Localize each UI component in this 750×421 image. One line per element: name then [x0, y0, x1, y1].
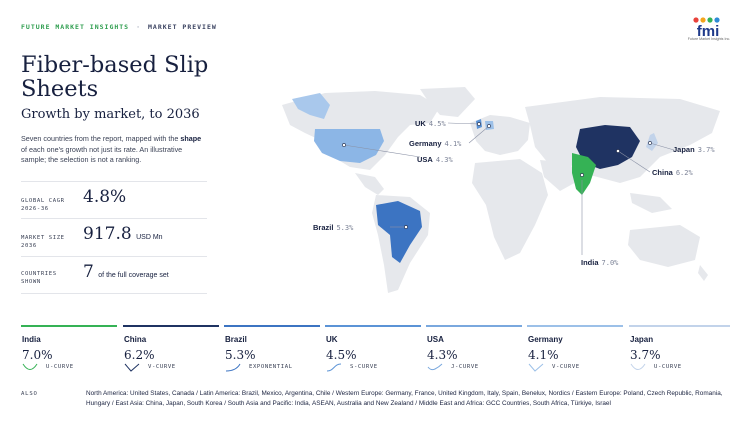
country-value: 7.0%: [22, 348, 53, 362]
description: Seven countries from the report, mapped …: [21, 134, 207, 166]
map-canada-alaska: [292, 93, 330, 119]
country-value: 5.3%: [225, 348, 256, 362]
also-regions: North America: United States, Canada / L…: [86, 390, 723, 407]
country-card-china: China 6.2% V-CURVE: [123, 325, 219, 377]
country-value: 6.2%: [124, 348, 155, 362]
stat-unit: USD Mn: [136, 234, 163, 241]
description-text-1: Seven countries from the report, mapped …: [21, 134, 181, 143]
logo-wordmark: fmi: [697, 23, 720, 40]
country-name: China: [124, 335, 147, 344]
v-curve-icon: [124, 363, 140, 372]
stat-global-cagr: GLOBAL CAGR 2026-36 4.8%: [21, 181, 207, 218]
section-name: MARKET PREVIEW: [148, 23, 217, 31]
country-card-india: India 7.0% U-CURVE: [21, 325, 117, 377]
stat-label: COUNTRIES SHOWN: [21, 271, 57, 285]
country-card-japan: Japan 3.7% U-CURVE: [629, 325, 730, 377]
country-name: Japan: [630, 335, 654, 344]
country-name: Brazil: [225, 335, 247, 344]
country-value: 3.7%: [630, 348, 661, 362]
country-card-brazil: Brazil 5.3% EXPONENTIAL: [224, 325, 320, 377]
stat-market-size: MARKET SIZE 2036 917.8 USD Mn: [21, 218, 207, 256]
country-card-germany: Germany 4.1% V-CURVE: [527, 325, 623, 377]
world-map: [282, 87, 720, 293]
stat-value: 7: [83, 262, 94, 282]
stat-label: MARKET SIZE 2036: [21, 235, 65, 249]
land-masses: [282, 87, 720, 293]
curve-type: V-CURVE: [552, 364, 580, 370]
logo-subtext: Future Market Insights Inc.: [687, 37, 731, 41]
header-separator: ·: [136, 23, 142, 31]
country-card-uk: UK 4.5% S-CURVE: [325, 325, 421, 377]
country-name: India: [22, 335, 41, 344]
stat-countries-shown: COUNTRIES SHOWN 7 of the full coverage s…: [21, 256, 207, 294]
exponential-curve-icon: [225, 363, 241, 372]
leader-lines: [343, 122, 675, 255]
country-value: 4.1%: [528, 348, 559, 362]
stat-value: 917.8: [83, 224, 132, 244]
country-name: Germany: [528, 335, 563, 344]
stat-value: 4.8%: [83, 187, 127, 207]
description-bold: shape: [180, 134, 202, 143]
curve-type: U-CURVE: [46, 364, 74, 370]
map-china: [576, 125, 640, 169]
map-label-india: India 7.0%: [581, 258, 619, 267]
country-card-usa: USA 4.3% J-CURVE: [426, 325, 522, 377]
map-label-germany: Germany 4.1%: [409, 139, 462, 148]
brand-name: FUTURE MARKET INSIGHTS: [21, 23, 130, 31]
map-markers: [342, 122, 652, 229]
j-curve-icon: [427, 363, 443, 371]
map-label-japan: Japan 3.7%: [673, 145, 715, 154]
map-japan: [646, 133, 658, 151]
map-label-china: China 6.2%: [652, 168, 693, 177]
country-strip: India 7.0% U-CURVE China 6.2% V-CURVE Br…: [21, 325, 730, 381]
curve-type: U-CURVE: [654, 364, 682, 370]
curve-type: S-CURVE: [350, 364, 378, 370]
map-label-usa: USA 4.3%: [417, 155, 453, 164]
curve-type: V-CURVE: [148, 364, 176, 370]
v-curve-icon: [528, 363, 544, 372]
u-curve-icon: [22, 363, 38, 370]
fmi-logo: fmi: [693, 17, 720, 40]
curve-type: J-CURVE: [451, 364, 479, 370]
s-curve-icon: [326, 363, 342, 372]
top-bar: FUTURE MARKET INSIGHTS · MARKET PREVIEW: [21, 23, 217, 31]
map-brazil: [376, 201, 422, 263]
also-label: ALSO: [21, 391, 38, 397]
description-text-2: of each one's growth not just its rate. …: [21, 144, 183, 165]
map-india: [572, 153, 596, 195]
map-label-brazil: Brazil 5.3%: [313, 223, 354, 232]
page-subtitle: Growth by market, to 2036: [21, 107, 200, 122]
country-value: 4.3%: [427, 348, 458, 362]
country-name: USA: [427, 335, 444, 344]
curve-type: EXPONENTIAL: [249, 364, 293, 370]
u-curve-icon: [630, 363, 646, 370]
map-label-uk: UK 4.5%: [415, 119, 446, 128]
country-name: UK: [326, 335, 338, 344]
page-title: Fiber-based Slip Sheets: [21, 52, 209, 102]
stat-unit: of the full coverage set: [98, 272, 169, 279]
country-value: 4.5%: [326, 348, 357, 362]
stat-label: GLOBAL CAGR 2026-36: [21, 198, 65, 212]
